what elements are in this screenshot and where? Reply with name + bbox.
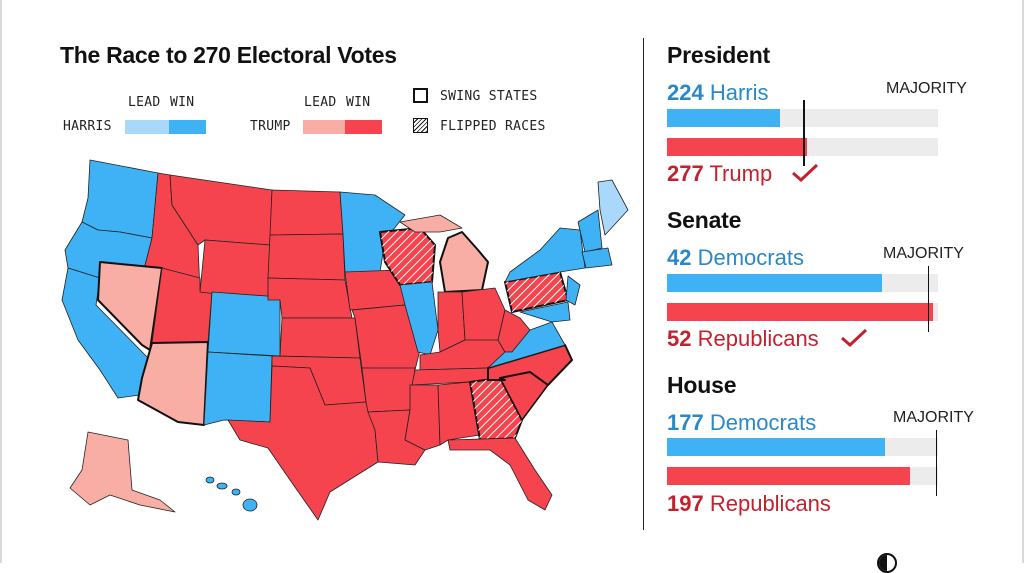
state-north-carolina bbox=[487, 344, 573, 386]
dem-count: 177 bbox=[667, 410, 704, 435]
dem-track bbox=[667, 109, 938, 127]
harris-win-swatch bbox=[169, 120, 206, 134]
rep-bar bbox=[667, 303, 933, 321]
majority-label: MAJORITY bbox=[883, 245, 964, 262]
rep-bar bbox=[667, 138, 807, 156]
state-mass-ct-ri bbox=[581, 247, 613, 269]
trump-legend-label: TRUMP bbox=[250, 119, 291, 134]
winner-check-icon bbox=[841, 328, 868, 348]
race-title: President bbox=[667, 42, 771, 68]
vertical-divider bbox=[643, 38, 644, 530]
dem-result: 177 Democrats bbox=[667, 410, 816, 436]
rep-count: 52 bbox=[667, 326, 692, 351]
state-mississippi bbox=[404, 384, 441, 451]
dem-count: 42 bbox=[667, 245, 692, 270]
harris-win-label: WIN bbox=[170, 95, 195, 110]
frame-right-border bbox=[1022, 0, 1024, 563]
race-title: House bbox=[667, 372, 737, 398]
rep-name: Republicans bbox=[709, 491, 831, 516]
dem-track bbox=[667, 274, 938, 292]
rep-track bbox=[667, 303, 938, 321]
state-new-york bbox=[504, 227, 586, 283]
winner-check-icon bbox=[792, 163, 819, 183]
dem-name: Harris bbox=[709, 80, 769, 105]
harris-lead-label: LEAD bbox=[128, 95, 161, 110]
state-new-mexico bbox=[203, 351, 273, 426]
race-title: Senate bbox=[667, 207, 742, 233]
rep-count: 277 bbox=[667, 161, 704, 186]
state-alabama bbox=[437, 381, 481, 446]
trump-lead-swatch bbox=[303, 120, 345, 134]
state-texas bbox=[227, 365, 379, 521]
flipped-races-label: FLIPPED RACES bbox=[440, 119, 546, 134]
state-michigan-upper bbox=[399, 214, 463, 233]
dem-bar bbox=[667, 274, 882, 292]
state-michigan bbox=[439, 231, 489, 293]
dem-name: Democrats bbox=[697, 245, 804, 270]
trump-win-swatch bbox=[345, 120, 382, 134]
dem-result: 224 Harris bbox=[667, 80, 769, 106]
trump-lead-label: LEAD bbox=[304, 95, 337, 110]
rep-result: 197 Republicans bbox=[667, 491, 831, 517]
trump-win-label: WIN bbox=[346, 95, 371, 110]
dem-bar bbox=[667, 438, 885, 456]
majority-label: MAJORITY bbox=[886, 80, 967, 97]
us-electoral-map bbox=[61, 159, 629, 521]
swing-states-label: SWING STATES bbox=[440, 89, 538, 104]
frame-left-border bbox=[0, 0, 2, 563]
rep-result: 52 Republicans bbox=[667, 326, 819, 352]
state-minnesota bbox=[339, 191, 406, 273]
state-washington bbox=[81, 159, 159, 239]
rep-track bbox=[667, 467, 938, 485]
state-arizona bbox=[137, 341, 209, 426]
state-maryland bbox=[519, 301, 571, 323]
state-nevada bbox=[97, 261, 163, 351]
rep-name: Republicans bbox=[697, 326, 819, 351]
state-vermont-nh bbox=[577, 209, 603, 253]
dem-result: 42 Democrats bbox=[667, 245, 804, 271]
state-hawaii bbox=[205, 476, 258, 512]
state-alaska bbox=[69, 431, 176, 513]
rep-bar bbox=[667, 467, 910, 485]
state-colorado bbox=[207, 291, 281, 357]
harris-legend-label: HARRIS bbox=[63, 119, 112, 134]
flipped-race-icon bbox=[413, 118, 428, 133]
majority-tick bbox=[803, 100, 805, 166]
rep-track bbox=[667, 138, 938, 156]
state-kansas bbox=[279, 317, 361, 359]
majority-tick bbox=[927, 266, 930, 332]
state-new-jersey bbox=[565, 275, 581, 306]
dem-track bbox=[667, 438, 938, 456]
state-maine bbox=[597, 179, 629, 236]
half-circle-icon bbox=[877, 553, 897, 573]
map-title: The Race to 270 Electoral Votes bbox=[60, 42, 397, 68]
majority-label: MAJORITY bbox=[893, 409, 974, 426]
rep-name: Trump bbox=[709, 161, 773, 186]
dem-bar bbox=[667, 109, 780, 127]
harris-lead-swatch bbox=[125, 120, 169, 134]
majority-tick bbox=[935, 430, 937, 496]
state-north-dakota bbox=[269, 189, 344, 236]
state-florida bbox=[447, 437, 553, 511]
state-arkansas bbox=[361, 367, 416, 413]
state-nebraska bbox=[267, 277, 353, 319]
dem-count: 224 bbox=[667, 80, 704, 105]
dem-name: Democrats bbox=[709, 410, 817, 435]
rep-result: 277 Trump bbox=[667, 161, 772, 187]
state-wyoming bbox=[199, 239, 271, 301]
rep-count: 197 bbox=[667, 491, 704, 516]
swing-state-icon bbox=[413, 88, 428, 103]
state-south-dakota bbox=[267, 233, 346, 281]
